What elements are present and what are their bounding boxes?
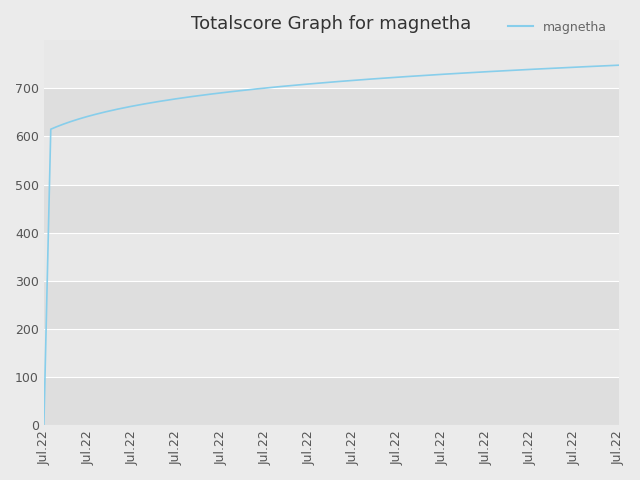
Bar <box>44 136 618 185</box>
Bar <box>44 185 618 233</box>
Bar <box>44 329 618 377</box>
Bar <box>44 377 618 425</box>
magnetha <box>614 62 622 68</box>
magnetha <box>382 75 390 81</box>
magnetha <box>313 81 321 86</box>
magnetha <box>601 63 609 69</box>
Bar <box>44 40 618 88</box>
Bar <box>44 88 618 136</box>
Line: magnetha: magnetha <box>44 65 618 425</box>
magnetha <box>511 67 518 73</box>
magnetha <box>40 422 48 428</box>
Legend: magnetha: magnetha <box>503 15 612 38</box>
Bar <box>44 233 618 281</box>
magnetha <box>351 77 358 83</box>
Title: Totalscore Graph for magnetha: Totalscore Graph for magnetha <box>191 15 471 33</box>
Bar <box>44 281 618 329</box>
magnetha <box>316 80 324 86</box>
